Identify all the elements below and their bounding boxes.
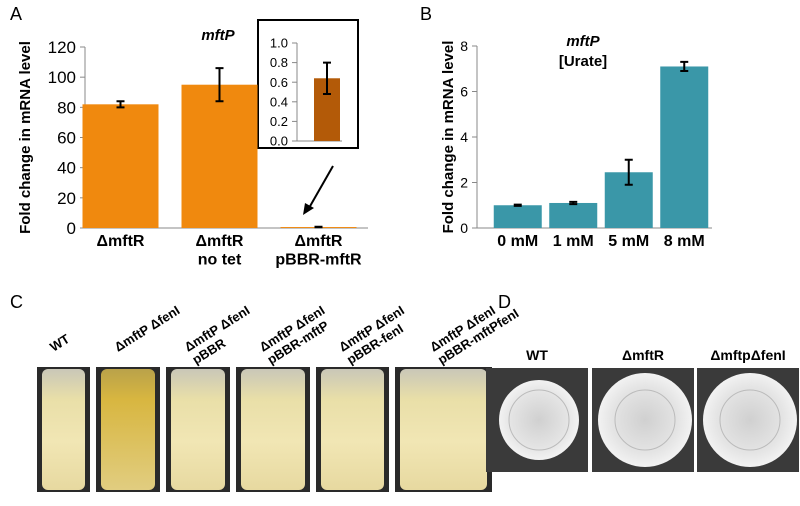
chart-title: mftP xyxy=(566,33,600,50)
chart-subtitle: [Urate] xyxy=(559,53,607,70)
bar xyxy=(549,203,597,228)
x-tick-label: ΔmftR xyxy=(97,233,145,250)
arrow-head xyxy=(303,203,314,215)
bar xyxy=(182,85,258,228)
tube-label: ΔmftP ΔfenI xyxy=(112,303,183,355)
chart-title: mftP xyxy=(201,27,235,44)
tube xyxy=(321,369,384,490)
bar xyxy=(494,205,542,228)
y-tick-label: 8 xyxy=(460,38,468,54)
y-tick-label: 20 xyxy=(57,189,76,208)
panel-label: A xyxy=(10,4,22,24)
tube xyxy=(171,369,225,490)
x-tick-label: 0 mM xyxy=(497,233,538,250)
y-tick-label: 4 xyxy=(460,129,468,145)
tube-label: ΔmftP ΔfenIpBBR xyxy=(182,303,261,368)
tube xyxy=(42,369,85,490)
y-tick-label: 0.8 xyxy=(270,55,288,70)
colony xyxy=(703,373,797,467)
colony-label: WT xyxy=(526,347,548,363)
y-tick-label: 120 xyxy=(48,38,76,57)
y-tick-label: 100 xyxy=(48,68,76,87)
y-tick-label: 60 xyxy=(57,128,76,147)
error-bar xyxy=(514,205,522,206)
tube-label: ΔmftP ΔfenIpBBR-fenI xyxy=(336,303,415,368)
y-tick-label: 0.4 xyxy=(270,94,288,109)
bar xyxy=(660,66,708,228)
x-tick-label: 1 mM xyxy=(553,233,594,250)
tube xyxy=(101,369,155,490)
y-axis-label: Fold change in mRNA level xyxy=(17,41,34,234)
tube xyxy=(400,369,487,490)
x-tick-label: 8 mM xyxy=(664,233,705,250)
y-tick-label: 0.0 xyxy=(270,134,288,149)
bar xyxy=(83,104,159,228)
tube-label: ΔmftP ΔfenIpBBR-mftP xyxy=(257,303,336,368)
panel-label: C xyxy=(10,292,23,312)
tube xyxy=(241,369,305,490)
x-tick-label: 5 mM xyxy=(608,233,649,250)
inset-arrow xyxy=(309,166,333,208)
colony xyxy=(598,373,692,467)
y-tick-label: 0.6 xyxy=(270,75,288,90)
y-tick-label: 6 xyxy=(460,83,468,99)
y-tick-label: 2 xyxy=(460,174,468,190)
y-axis-label: Fold change in mRNA level xyxy=(440,41,457,234)
y-tick-label: 0 xyxy=(460,220,468,236)
y-tick-label: 0.2 xyxy=(270,114,288,129)
panel-label: B xyxy=(420,4,432,24)
y-tick-label: 40 xyxy=(57,159,76,178)
colony-label: ΔmftR xyxy=(622,347,664,363)
y-tick-label: 0 xyxy=(67,219,76,238)
colony-photos: WT ΔmftR ΔmftpΔfenI xyxy=(486,347,799,472)
colony-label: ΔmftpΔfenI xyxy=(710,347,785,363)
tube-label: WT xyxy=(47,331,72,354)
y-tick-label: 1.0 xyxy=(270,36,288,51)
colony xyxy=(499,380,579,460)
y-tick-label: 80 xyxy=(57,98,76,117)
